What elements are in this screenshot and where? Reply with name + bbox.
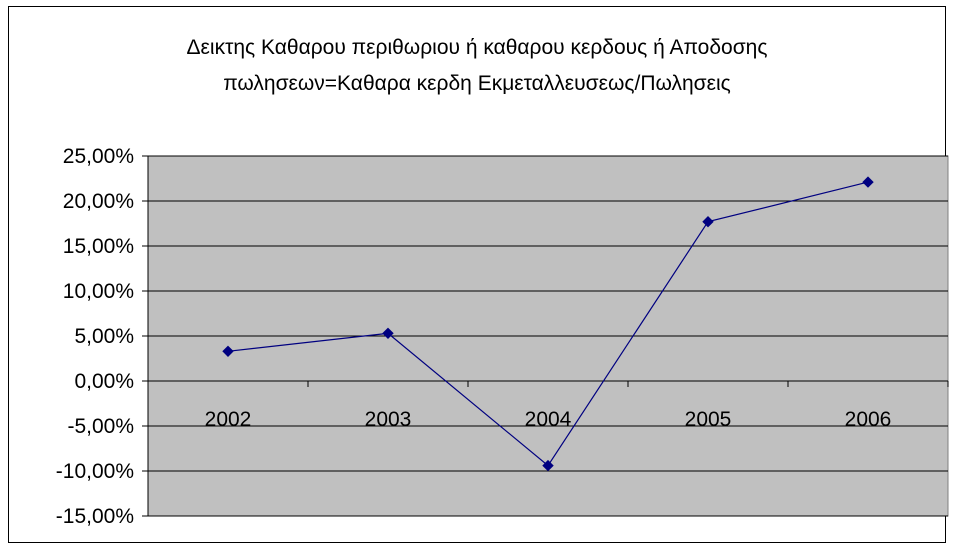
y-tick-label: 25,00%	[63, 145, 134, 168]
y-tick-label: 15,00%	[63, 235, 134, 258]
x-tick-label: 2003	[365, 408, 412, 431]
y-tick-label: 0,00%	[74, 370, 134, 393]
y-tick-label: -10,00%	[56, 460, 134, 483]
data-point-marker	[542, 459, 554, 472]
y-tick-label: -5,00%	[67, 415, 134, 438]
chart-title-line-2: πωλησεων=Καθαρα κερδη Εκμεταλλευσεως/Πωλ…	[223, 72, 731, 95]
data-point-marker	[222, 345, 234, 358]
chart-title-line-1: Δεικτης Καθαρου περιθωριου ή καθαρου κερ…	[186, 36, 768, 59]
data-point-marker	[862, 176, 874, 188]
y-tick-label: 10,00%	[63, 280, 134, 303]
x-tick-label: 2002	[205, 408, 252, 431]
y-tick-label: 20,00%	[63, 190, 134, 213]
y-axis-ticks: 25,00% 20,00% 15,00% 10,00% 5,00% 0,00% -5,00%…	[56, 145, 149, 528]
x-tick-label: 2005	[685, 408, 732, 431]
x-tick-label: 2006	[845, 408, 892, 431]
y-tick-label: -15,00%	[56, 505, 134, 528]
series-markers	[222, 176, 874, 472]
x-axis-ticks: 2002 2003 2004 2005 2006	[147, 380, 949, 431]
data-point-marker	[702, 215, 714, 228]
y-tick-label: 5,00%	[74, 325, 134, 348]
chart-title: Δεικτης Καθαρου περιθωριου ή καθαρου κερ…	[0, 30, 954, 102]
data-point-marker	[382, 327, 394, 340]
x-tick-label: 2004	[525, 408, 572, 431]
